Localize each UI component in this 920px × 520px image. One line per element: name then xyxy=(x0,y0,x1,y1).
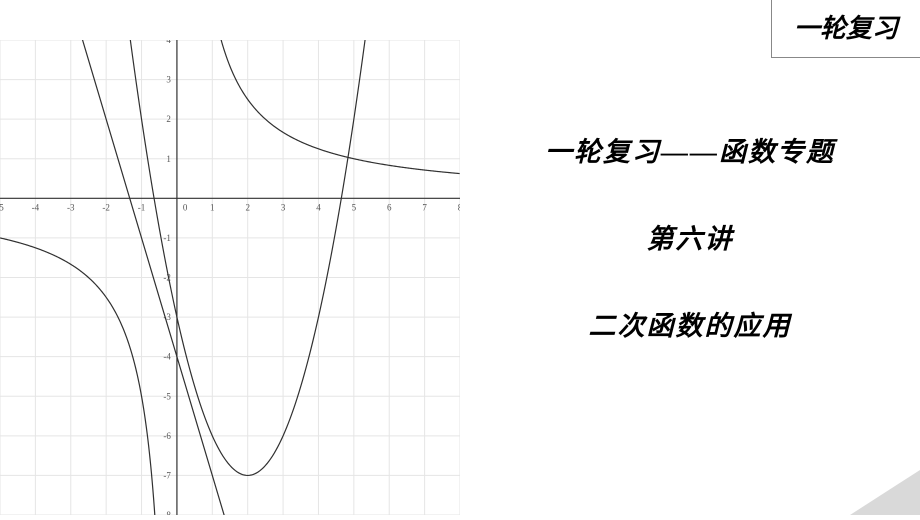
svg-text:-1: -1 xyxy=(163,233,171,243)
chart-svg: -5-4-3-2-112345678-8-7-6-5-4-3-2-112340 xyxy=(0,40,460,515)
svg-text:4: 4 xyxy=(166,40,171,45)
svg-text:-6: -6 xyxy=(163,431,171,441)
corner-label-text: 一轮复习 xyxy=(794,14,898,43)
svg-text:4: 4 xyxy=(316,202,321,212)
corner-label: 一轮复习 xyxy=(771,0,920,58)
svg-text:-4: -4 xyxy=(32,202,40,212)
svg-text:1: 1 xyxy=(166,154,171,164)
svg-text:-5: -5 xyxy=(0,202,4,212)
svg-text:-7: -7 xyxy=(163,470,171,480)
page-corner-fold xyxy=(850,470,920,515)
svg-text:5: 5 xyxy=(352,202,357,212)
svg-text:2: 2 xyxy=(166,114,171,124)
svg-text:7: 7 xyxy=(422,202,427,212)
svg-text:-4: -4 xyxy=(163,352,171,362)
svg-text:3: 3 xyxy=(166,75,171,85)
svg-text:-3: -3 xyxy=(67,202,75,212)
function-chart: -5-4-3-2-112345678-8-7-6-5-4-3-2-112340 xyxy=(0,40,460,515)
title-line-2: 第六讲 xyxy=(480,217,900,256)
title-line-1: 一轮复习——函数专题 xyxy=(480,130,900,169)
svg-text:2: 2 xyxy=(245,202,250,212)
svg-text:8: 8 xyxy=(458,202,460,212)
svg-text:-8: -8 xyxy=(163,510,171,515)
svg-text:-5: -5 xyxy=(163,391,171,401)
svg-text:1: 1 xyxy=(210,202,215,212)
title-block: 一轮复习——函数专题 第六讲 二次函数的应用 xyxy=(480,130,900,391)
title-line-3: 二次函数的应用 xyxy=(480,304,900,343)
svg-text:0: 0 xyxy=(183,202,188,212)
svg-text:6: 6 xyxy=(387,202,392,212)
svg-text:-1: -1 xyxy=(138,202,146,212)
svg-text:3: 3 xyxy=(281,202,286,212)
svg-text:-2: -2 xyxy=(102,202,110,212)
